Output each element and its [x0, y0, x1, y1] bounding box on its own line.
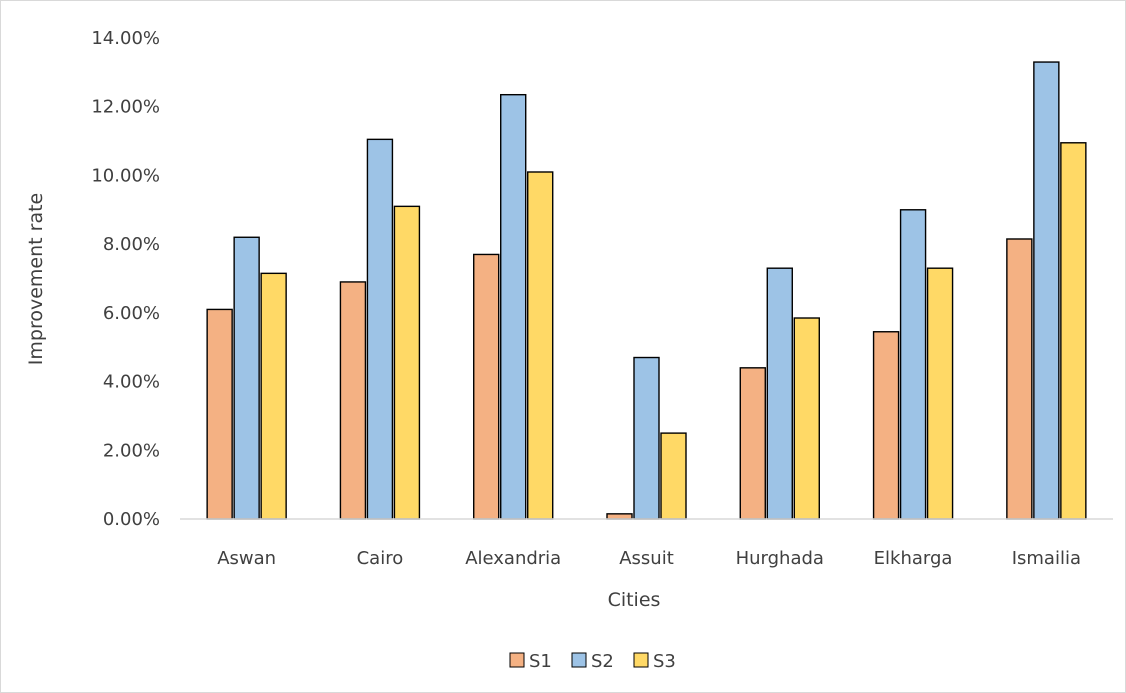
y-axis-title: Improvement rate: [25, 193, 47, 365]
bar-s1-elkharga: [872, 331, 900, 520]
bar-s2-hurghada: [766, 267, 793, 520]
bar-s2-assuit: [633, 356, 660, 520]
legend: S1 S2 S3: [509, 651, 676, 672]
bar-s3-alexandria: [527, 171, 554, 520]
bar-s3-cairo: [393, 205, 421, 520]
y-axis-ticks: 0.00% 2.00% 4.00% 6.00% 8.00% 10.00% 12.00% 14.…: [91, 28, 160, 530]
x-tick-label: Assuit: [619, 548, 674, 569]
x-tick-label: Ismailia: [1012, 548, 1081, 569]
y-tick-label: 2.00%: [103, 440, 160, 461]
bar-s2-ismailia: [1033, 61, 1060, 520]
y-tick-label: 0.00%: [103, 509, 160, 530]
bar-s3-aswan: [260, 272, 287, 520]
bar-s3-elkharga: [926, 267, 954, 520]
legend-label-s2: S2: [591, 651, 614, 672]
bars: [206, 61, 1087, 520]
y-tick-label: 12.00%: [91, 97, 160, 118]
bar-s3-assuit: [660, 432, 687, 520]
y-tick-label: 4.00%: [103, 372, 160, 393]
bar-s2-elkharga: [899, 209, 927, 520]
bar-s1-alexandria: [473, 253, 500, 520]
y-tick-label: 6.00%: [103, 303, 160, 324]
x-axis-ticks: Aswan Cairo Alexandria Assuit Hurghada Elkhar…: [217, 548, 1081, 569]
bar-s2-aswan: [233, 236, 260, 520]
bar-s3-hurghada: [793, 317, 820, 520]
x-tick-label: Cairo: [357, 548, 404, 569]
x-tick-label: Alexandria: [465, 548, 561, 569]
bar-s2-alexandria: [500, 93, 527, 520]
legend-label-s3: S3: [653, 651, 676, 672]
bar-s1-hurghada: [739, 367, 766, 520]
x-tick-label: Elkharga: [874, 548, 953, 569]
y-tick-label: 10.00%: [91, 165, 160, 186]
bar-s1-cairo: [339, 281, 367, 520]
bar-s3-ismailia: [1060, 142, 1087, 520]
y-tick-label: 14.00%: [91, 28, 160, 49]
legend-swatch-s3: [633, 652, 649, 668]
x-axis-title: Cities: [608, 589, 661, 611]
bar-s1-ismailia: [1006, 238, 1033, 520]
legend-label-s1: S1: [529, 651, 552, 672]
x-tick-label: Aswan: [217, 548, 276, 569]
y-tick-label: 8.00%: [103, 234, 160, 255]
bar-s2-cairo: [366, 138, 394, 520]
x-tick-label: Hurghada: [736, 548, 824, 569]
legend-swatch-s2: [571, 652, 587, 668]
bar-s1-assuit: [606, 513, 633, 520]
bar-s1-aswan: [206, 308, 233, 520]
legend-swatch-s1: [509, 652, 525, 668]
